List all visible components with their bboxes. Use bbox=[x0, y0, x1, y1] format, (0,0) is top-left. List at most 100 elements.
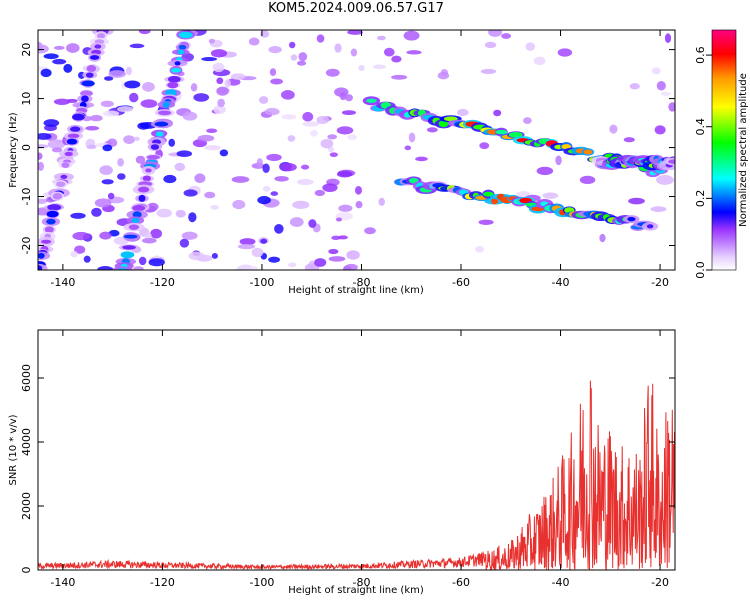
noise-blob bbox=[108, 70, 126, 78]
noise-blob bbox=[623, 137, 635, 143]
noise-blob bbox=[129, 43, 145, 49]
noise-blob bbox=[457, 108, 469, 117]
noise-blob bbox=[97, 266, 114, 270]
noise-blob bbox=[650, 206, 667, 213]
noise-blob bbox=[298, 52, 308, 62]
noise-blob bbox=[335, 217, 342, 222]
noise-blob bbox=[628, 197, 645, 205]
noise-blob bbox=[168, 138, 176, 147]
ridge-core bbox=[85, 72, 94, 78]
noise-blob bbox=[179, 238, 190, 248]
y-tick-label: 20 bbox=[20, 43, 33, 57]
noise-blob bbox=[212, 62, 225, 73]
noise-blob bbox=[297, 178, 314, 186]
noise-blob bbox=[302, 111, 314, 122]
noise-blob bbox=[66, 43, 80, 53]
noise-blob bbox=[257, 195, 271, 205]
snr-frame bbox=[37, 329, 676, 571]
noise-blob bbox=[316, 34, 325, 43]
noise-blob bbox=[364, 227, 376, 235]
noise-blob bbox=[314, 258, 327, 267]
noise-blob bbox=[480, 68, 497, 74]
ridge-core bbox=[668, 159, 675, 164]
noise-blob bbox=[325, 68, 340, 77]
noise-blob bbox=[316, 116, 330, 125]
noise-blob bbox=[249, 266, 258, 270]
noise-blob bbox=[140, 99, 158, 108]
noise-blob bbox=[144, 232, 152, 239]
noise-blob bbox=[204, 145, 221, 151]
ridge-core bbox=[178, 44, 187, 50]
noise-blob bbox=[175, 209, 186, 218]
ridge-core bbox=[132, 211, 142, 219]
noise-blob bbox=[415, 156, 428, 162]
colorbar-tick-label: 0.2 bbox=[694, 190, 707, 208]
noise-blob bbox=[629, 83, 640, 90]
noise-blob bbox=[274, 175, 289, 182]
colorbar-gradient bbox=[711, 29, 737, 271]
ridge-core bbox=[158, 110, 172, 116]
snr-x-label: Height of straight line (km) bbox=[288, 585, 424, 596]
ridge-core bbox=[46, 218, 56, 225]
noise-blob bbox=[269, 68, 277, 76]
noise-blob bbox=[478, 219, 494, 225]
noise-blob bbox=[314, 189, 325, 197]
noise-blob bbox=[501, 33, 512, 39]
ridge-core bbox=[38, 265, 43, 270]
ridge-core bbox=[174, 61, 181, 66]
snr-y-ticks: 0 2000 4000 6000 bbox=[20, 364, 675, 574]
spectrogram-ridge bbox=[38, 30, 114, 270]
y-tick-label: -10 bbox=[20, 188, 33, 206]
noise-blob bbox=[117, 173, 126, 180]
x-tick-label: -120 bbox=[150, 276, 175, 289]
noise-blob bbox=[274, 223, 284, 234]
noise-blob bbox=[336, 126, 354, 135]
noise-blob bbox=[493, 109, 502, 117]
noise-blob bbox=[329, 152, 338, 158]
noise-blob bbox=[224, 79, 231, 88]
noise-blob bbox=[142, 81, 155, 92]
spectrogram-ridge bbox=[393, 176, 659, 231]
noise-blob bbox=[193, 93, 210, 102]
noise-blob bbox=[516, 191, 530, 197]
noise-blob bbox=[91, 207, 102, 217]
noise-blob bbox=[138, 256, 147, 266]
ridge-core bbox=[561, 144, 572, 150]
noise-blob bbox=[289, 41, 296, 49]
noise-blob bbox=[437, 71, 450, 80]
noise-blob bbox=[194, 173, 206, 184]
noise-blob bbox=[239, 238, 256, 246]
ridge-core bbox=[145, 168, 152, 173]
noise-blob bbox=[302, 121, 320, 127]
noise-blob bbox=[102, 110, 120, 117]
noise-blob bbox=[426, 127, 438, 133]
noise-blob bbox=[148, 258, 165, 267]
noise-blob bbox=[322, 183, 338, 192]
noise-blob bbox=[129, 92, 139, 103]
noise-blob bbox=[230, 73, 246, 80]
noise-blob bbox=[296, 60, 307, 66]
noise-blob bbox=[256, 158, 263, 168]
noise-blob bbox=[599, 233, 606, 243]
x-tick-label: -100 bbox=[249, 576, 274, 589]
ridge-core bbox=[646, 224, 654, 229]
x-tick-label: -20 bbox=[651, 276, 669, 289]
noise-blob bbox=[94, 198, 112, 208]
ridge-core bbox=[116, 268, 129, 270]
noise-blob bbox=[557, 48, 573, 57]
noise-blob bbox=[135, 155, 146, 164]
noise-blob bbox=[290, 54, 298, 61]
noise-blob bbox=[654, 125, 666, 135]
ridge-core bbox=[67, 133, 80, 139]
ridge-core bbox=[170, 68, 182, 73]
noise-blob bbox=[328, 248, 339, 255]
ridge-core bbox=[46, 210, 59, 218]
y-tick-label: 0 bbox=[20, 567, 33, 574]
noise-blob bbox=[346, 250, 360, 260]
noise-blob bbox=[38, 44, 49, 54]
noise-blob bbox=[372, 64, 386, 70]
spectrogram-y-label: Frequency (Hz) bbox=[8, 112, 19, 188]
noise-blob bbox=[308, 219, 317, 228]
noise-blob bbox=[52, 58, 67, 65]
